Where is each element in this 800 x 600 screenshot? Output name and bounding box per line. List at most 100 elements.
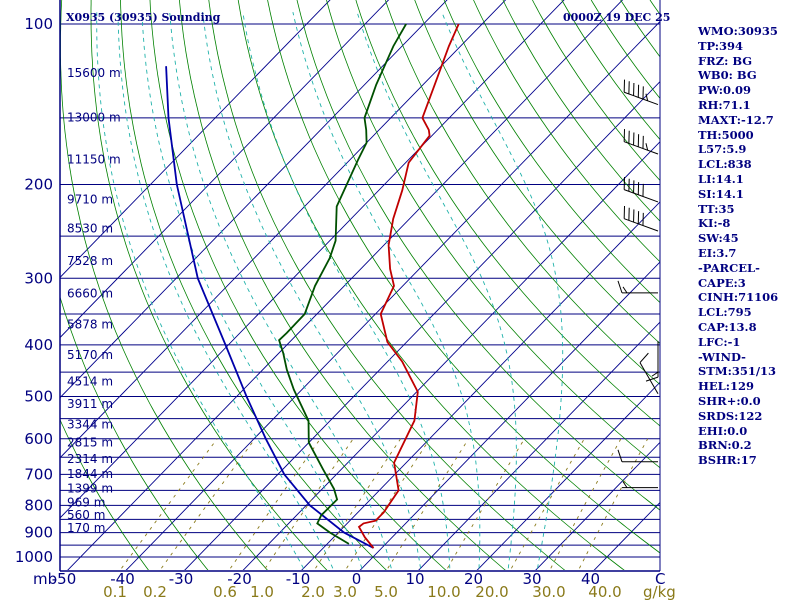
- mixing-ratio-label: 0.1: [103, 583, 127, 600]
- pressure-tick-label: 600: [24, 430, 53, 448]
- mixing-ratio-label: 10.0: [427, 583, 460, 600]
- temperature-tick-label: 0: [352, 570, 362, 588]
- index-item: SI:14.1: [698, 186, 744, 201]
- pressure-tick-label: 200: [24, 175, 53, 193]
- dry-adiabat-line: [355, 0, 660, 427]
- indices-panel: WMO:30935 TP:394 FRZ: BG WB0: BG PW:0.09 RH:7…: [698, 24, 798, 468]
- wind-barb: [623, 79, 659, 106]
- wind-barb-feather: [622, 481, 628, 488]
- dry-adiabat-line: [296, 0, 660, 511]
- pressure-tick-label: 400: [24, 336, 53, 354]
- height-label: 7528 m: [67, 254, 113, 268]
- temperature-tick-label: -20: [227, 570, 252, 588]
- height-label: 15600 m: [67, 66, 121, 80]
- dry-adiabat-line: [120, 0, 387, 570]
- isotherm-line: [301, 201, 660, 570]
- wind-barb: [622, 481, 658, 489]
- wind-barb-feather: [645, 93, 649, 101]
- temperature-tick-label: 20: [464, 570, 483, 588]
- index-item: CINH:71106: [698, 290, 779, 305]
- height-label: 11150 m: [67, 152, 121, 166]
- temperature-unit-label: C: [655, 570, 665, 588]
- index-item: MAXT:-12.7: [698, 112, 774, 127]
- dry-adiabat-line: [267, 0, 660, 554]
- index-item: SHR+:0.0: [698, 393, 761, 408]
- moist-adiabat-line: [202, 12, 421, 569]
- dry-adiabat-line: [60, 295, 209, 570]
- wind-barb: [639, 352, 659, 395]
- isotherm-line: [60, 0, 390, 339]
- dry-adiabat-line: [532, 0, 660, 182]
- isotherm-line: [67, 0, 624, 570]
- height-label: 1399 m: [67, 482, 113, 496]
- wind-barb-shaft: [624, 91, 659, 106]
- dewpoint-trace: [278, 23, 407, 545]
- index-item: HEL:129: [698, 379, 754, 394]
- temperature-trace: [357, 23, 460, 549]
- height-label: 4514 m: [67, 374, 113, 388]
- temperature-tick-label: -40: [110, 570, 135, 588]
- pressure-tick-label: 700: [24, 465, 53, 483]
- dry-adiabat-line: [208, 0, 566, 570]
- mixing-ratio-label: 40.0: [588, 583, 621, 600]
- dry-adiabat-line: [149, 0, 447, 570]
- sounding-datetime: 0000Z 19 DEC 25: [563, 11, 670, 24]
- height-label: 2314 m: [67, 452, 113, 466]
- wind-barb-feather: [617, 449, 623, 462]
- index-item: CAPE:3: [698, 275, 746, 290]
- dry-adiabat-line: [443, 0, 660, 304]
- dry-adiabat-line: [384, 0, 660, 386]
- wind-barb-shaft: [624, 189, 659, 203]
- wind-barb-shaft: [624, 141, 659, 155]
- wind-barb: [617, 280, 658, 294]
- wind-barb-feather: [645, 143, 649, 151]
- moist-adiabat-line: [169, 12, 392, 569]
- moist-adiabat-line: [441, 11, 564, 569]
- index-item: PW:0.09: [698, 83, 752, 98]
- mixing-ratio-label: 30.0: [532, 583, 565, 600]
- index-item: WB0: BG: [698, 68, 757, 83]
- isotherm-line: [60, 0, 507, 459]
- index-item: EHI:0.0: [698, 423, 748, 438]
- isotherm-line: [359, 261, 660, 570]
- height-label: 6660 m: [67, 286, 113, 300]
- index-item: TT:35: [698, 201, 735, 216]
- wind-barb-shaft: [639, 362, 659, 395]
- height-label: 8530 m: [67, 222, 113, 236]
- pressure-tick-label: 900: [24, 524, 53, 542]
- temperature-tick-label: 10: [405, 570, 424, 588]
- wind-barb: [617, 449, 658, 463]
- dry-adiabat-line: [561, 0, 660, 141]
- pressure-tick-label: 1000: [15, 548, 53, 566]
- mixing-ratio-line: [346, 438, 431, 569]
- wind-barb: [645, 341, 659, 382]
- dry-adiabat-line: [60, 0, 268, 570]
- mixing-ratio-label: 0.6: [213, 583, 237, 600]
- index-item: RH:71.1: [698, 97, 751, 112]
- mixing-ratio-label: 1.0: [250, 583, 274, 600]
- moist-adiabat-line: [117, 12, 334, 569]
- index-item: LI:14.1: [698, 171, 744, 186]
- isotherm-line: [418, 321, 660, 570]
- isotherm-line: [125, 20, 660, 570]
- height-label: 3911 m: [67, 397, 113, 411]
- moist-adiabat-line: [141, 12, 363, 569]
- wind-barb: [623, 176, 659, 203]
- temperature-tick-label: 40: [581, 570, 600, 588]
- index-item: -PARCEL-: [698, 260, 760, 275]
- index-item: BSHR:17: [698, 453, 757, 468]
- index-item: LFC:-1: [698, 334, 741, 349]
- isotherm-line: [184, 81, 660, 570]
- mixing-ratio-label: 0.2: [143, 583, 167, 600]
- mixing-ratio-unit-label: g/kg: [643, 583, 676, 600]
- isotherm-line: [60, 0, 448, 399]
- index-item: LCL:795: [698, 305, 752, 320]
- moist-adiabat-line: [96, 12, 304, 569]
- index-item: FRZ: BG: [698, 53, 753, 68]
- mixing-ratio-label: 2.0: [301, 583, 325, 600]
- height-label: 969 m: [67, 496, 105, 510]
- moist-adiabat-line: [292, 12, 481, 569]
- index-item: LCL:838: [698, 157, 752, 172]
- wind-barb-feather: [622, 286, 628, 294]
